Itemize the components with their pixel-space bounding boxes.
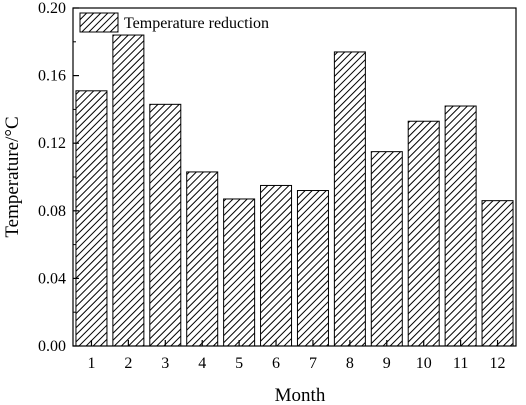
y-axis-title: Temperature/°C bbox=[2, 116, 23, 237]
ticks-layer: 0.000.040.080.120.160.201 2 3 4 5 6 7 8 9 10 11 12 bbox=[38, 0, 506, 372]
bar-month-9 bbox=[370, 151, 403, 347]
y-tick-label: 0.00 bbox=[38, 338, 66, 355]
legend: Temperature reduction bbox=[79, 12, 269, 33]
x-tick-label: 2 bbox=[124, 355, 132, 372]
x-tick-label: 4 bbox=[198, 355, 206, 372]
x-tick-label: 11 bbox=[453, 355, 468, 372]
y-tick-label: 0.04 bbox=[38, 270, 66, 287]
y-tick-label: 0.08 bbox=[38, 203, 66, 220]
bar-month-2 bbox=[112, 34, 145, 347]
bar-month-11 bbox=[444, 105, 477, 347]
y-tick-label: 0.20 bbox=[38, 0, 66, 17]
bar-month-8 bbox=[333, 51, 366, 347]
x-tick-label: 3 bbox=[161, 355, 169, 372]
bar-month-7 bbox=[296, 190, 329, 347]
bar-month-10 bbox=[407, 120, 440, 347]
bar-month-1 bbox=[75, 90, 108, 347]
legend-swatch bbox=[79, 12, 119, 33]
x-tick-label: 6 bbox=[272, 355, 280, 372]
y-tick-label: 0.12 bbox=[38, 135, 66, 152]
x-tick-label: 9 bbox=[383, 355, 391, 372]
x-tick-label: 8 bbox=[346, 355, 354, 372]
x-tick-label: 7 bbox=[309, 355, 317, 372]
x-tick-label: 1 bbox=[87, 355, 95, 372]
x-tick-label: 10 bbox=[416, 355, 432, 372]
y-tick-label: 0.16 bbox=[38, 68, 66, 85]
bar-month-3 bbox=[149, 103, 182, 347]
legend-label: Temperature reduction bbox=[124, 15, 269, 32]
x-axis-title: Month bbox=[275, 385, 326, 405]
bar-month-4 bbox=[186, 171, 219, 347]
x-tick-label: 12 bbox=[490, 355, 506, 372]
bar-month-5 bbox=[223, 198, 256, 347]
bar-month-12 bbox=[481, 200, 514, 347]
bars-layer bbox=[75, 34, 514, 347]
bar-month-6 bbox=[260, 184, 293, 347]
x-tick-label: 5 bbox=[235, 355, 243, 372]
